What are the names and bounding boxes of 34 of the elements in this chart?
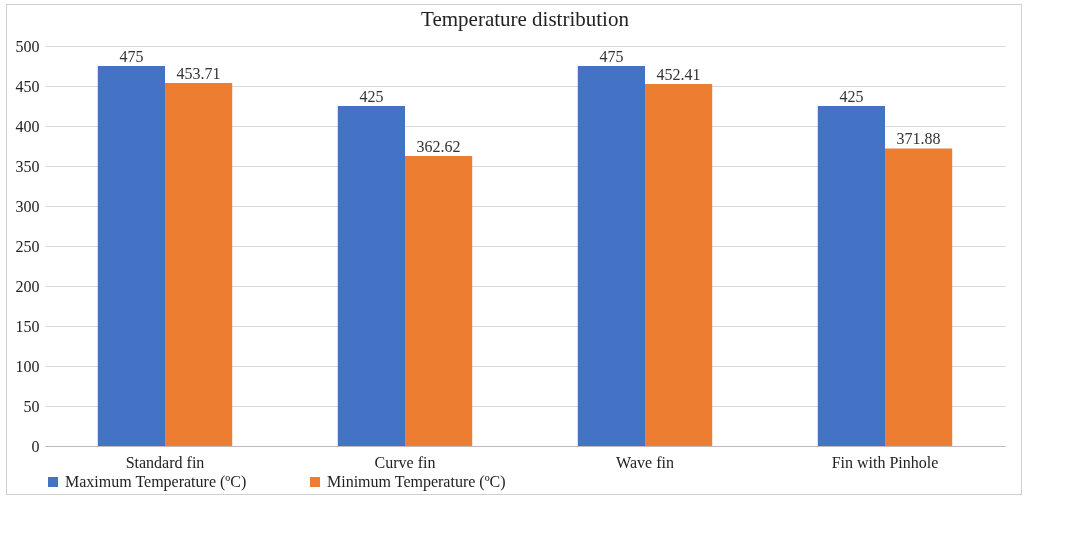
y-tick-label: 400 <box>15 117 40 135</box>
chart-title: Temperature distribution <box>421 7 630 31</box>
bar <box>97 66 165 446</box>
bar <box>885 148 953 446</box>
bar <box>337 106 405 446</box>
bar <box>165 83 233 446</box>
x-tick-label: Wave fin <box>616 453 674 471</box>
data-label: 452.41 <box>656 66 701 84</box>
bar <box>405 155 473 446</box>
y-tick-label: 300 <box>15 197 40 215</box>
bar <box>645 84 713 446</box>
data-label: 475 <box>119 48 144 65</box>
y-tick-label: 500 <box>15 37 40 55</box>
y-tick-label: 200 <box>15 277 40 295</box>
data-label: 371.88 <box>896 130 941 148</box>
data-label: 425 <box>359 88 384 105</box>
y-tick-label: 0 <box>31 437 40 455</box>
y-tick-label: 450 <box>15 77 40 95</box>
data-label: 362.62 <box>416 137 461 155</box>
data-label: 425 <box>839 88 864 105</box>
legend-label: Minimum Temperature (ºC) <box>327 473 506 491</box>
bar <box>577 66 645 446</box>
y-tick-label: 350 <box>15 157 40 175</box>
x-tick-label: Standard fin <box>125 453 205 471</box>
data-label: 453.71 <box>176 65 221 83</box>
y-tick-label: 100 <box>15 357 40 375</box>
legend-label: Maximum Temperature (ºC) <box>65 473 247 491</box>
y-tick-label: 150 <box>15 317 40 335</box>
data-label: 475 <box>599 48 624 65</box>
x-tick-label: Fin with Pinhole <box>831 453 939 471</box>
y-tick-label: 250 <box>15 237 40 255</box>
x-tick-label: Curve fin <box>374 453 436 471</box>
bar <box>817 106 885 446</box>
y-tick-label: 50 <box>23 397 40 415</box>
